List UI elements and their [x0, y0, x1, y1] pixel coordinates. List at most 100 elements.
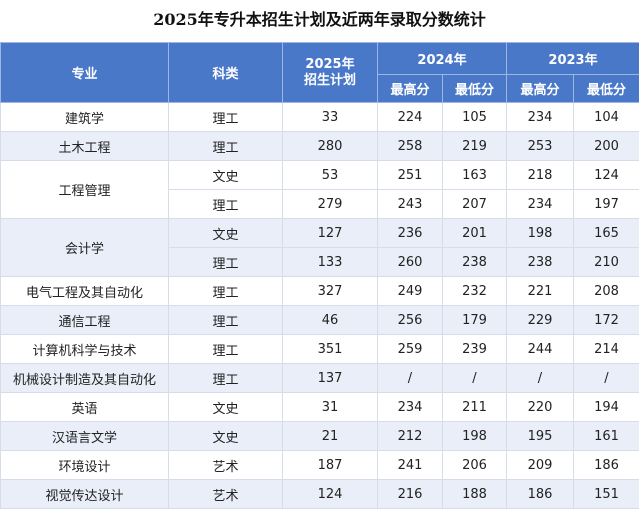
category-cell: 文史	[168, 160, 283, 190]
table-row: 会计学 文史 127 236 201 198 165	[0, 218, 639, 277]
header-major: 专业	[0, 42, 169, 103]
max-2023-cell: 238	[506, 247, 574, 277]
max-2024-cell: 216	[377, 479, 443, 509]
min-2023-cell: 172	[573, 305, 639, 335]
max-2024-cell: 241	[377, 450, 443, 480]
category-cell: 理工	[168, 131, 283, 161]
plan-cell: 137	[282, 363, 378, 393]
min-2023-cell: 161	[573, 421, 639, 451]
max-2023-cell: 229	[506, 305, 574, 335]
major-cell: 计算机科学与技术	[0, 334, 169, 364]
min-2023-cell: 104	[573, 102, 639, 132]
major-cell: 环境设计	[0, 450, 169, 480]
min-2024-cell: 179	[442, 305, 507, 335]
min-2024-cell: 239	[442, 334, 507, 364]
header-category: 科类	[168, 42, 283, 103]
table-body: 建筑学 理工 33 224 105 234 104 土木工程 理工 280 25…	[0, 102, 639, 509]
plan-cell: 187	[282, 450, 378, 480]
table-row: 英语 文史 31 234 211 220 194	[0, 392, 639, 422]
min-2024-cell: 207	[442, 189, 507, 219]
min-2024-cell: 105	[442, 102, 507, 132]
table-row: 电气工程及其自动化 理工 327 249 232 221 208	[0, 276, 639, 306]
max-2024-cell: 258	[377, 131, 443, 161]
category-cell: 理工	[168, 102, 283, 132]
category-cell: 理工	[168, 189, 283, 219]
table-row: 土木工程 理工 280 258 219 253 200	[0, 131, 639, 161]
table-row: 通信工程 理工 46 256 179 229 172	[0, 305, 639, 335]
plan-cell: 351	[282, 334, 378, 364]
plan-cell: 21	[282, 421, 378, 451]
min-2023-cell: 210	[573, 247, 639, 277]
header-max-2023: 最高分	[506, 74, 574, 103]
major-cell: 会计学	[0, 218, 169, 277]
max-2024-cell: 234	[377, 392, 443, 422]
plan-cell: 280	[282, 131, 378, 161]
category-cell: 文史	[168, 218, 283, 248]
min-2024-cell: 201	[442, 218, 507, 248]
table-row: 理工 133 260 238 238 210	[1, 247, 639, 277]
table-row: 汉语言文学 文史 21 212 198 195 161	[0, 421, 639, 451]
table-row: 视觉传达设计 艺术 124 216 188 186 151	[0, 479, 639, 509]
min-2024-cell: 188	[442, 479, 507, 509]
min-2023-cell: 124	[573, 160, 639, 190]
header-year-2024: 2024年	[377, 42, 507, 75]
min-2023-cell: /	[573, 363, 639, 393]
header-min-2023: 最低分	[573, 74, 639, 103]
plan-cell: 133	[282, 247, 378, 277]
header-max-2024: 最高分	[377, 74, 443, 103]
max-2024-cell: 259	[377, 334, 443, 364]
max-2023-cell: 195	[506, 421, 574, 451]
plan-cell: 124	[282, 479, 378, 509]
table-row: 建筑学 理工 33 224 105 234 104	[0, 102, 639, 132]
major-cell: 通信工程	[0, 305, 169, 335]
max-2024-cell: 256	[377, 305, 443, 335]
min-2024-cell: 163	[442, 160, 507, 190]
plan-cell: 31	[282, 392, 378, 422]
max-2023-cell: 198	[506, 218, 574, 248]
max-2024-cell: 224	[377, 102, 443, 132]
max-2023-cell: /	[506, 363, 574, 393]
min-2023-cell: 208	[573, 276, 639, 306]
min-2024-cell: 219	[442, 131, 507, 161]
header-year-2023: 2023年	[506, 42, 639, 75]
max-2023-cell: 234	[506, 189, 574, 219]
category-cell: 艺术	[168, 450, 283, 480]
max-2024-cell: 260	[377, 247, 443, 277]
plan-cell: 53	[282, 160, 378, 190]
min-2024-cell: 206	[442, 450, 507, 480]
major-cell: 土木工程	[0, 131, 169, 161]
major-cell: 电气工程及其自动化	[0, 276, 169, 306]
min-2024-cell: /	[442, 363, 507, 393]
min-2024-cell: 232	[442, 276, 507, 306]
max-2024-cell: 249	[377, 276, 443, 306]
category-cell: 理工	[168, 363, 283, 393]
plan-cell: 33	[282, 102, 378, 132]
major-cell: 机械设计制造及其自动化	[0, 363, 169, 393]
min-2024-cell: 211	[442, 392, 507, 422]
max-2024-cell: 236	[377, 218, 443, 248]
min-2023-cell: 186	[573, 450, 639, 480]
admission-table: 专业 科类 2025年 招生计划 2024年 2023年 最高分 最低分 最高分…	[0, 42, 639, 509]
category-cell: 理工	[168, 334, 283, 364]
min-2023-cell: 151	[573, 479, 639, 509]
category-cell: 理工	[168, 305, 283, 335]
major-cell: 汉语言文学	[0, 421, 169, 451]
category-cell: 理工	[168, 247, 283, 277]
table-row: 计算机科学与技术 理工 351 259 239 244 214	[0, 334, 639, 364]
category-cell: 艺术	[168, 479, 283, 509]
major-cell: 工程管理	[0, 160, 169, 219]
major-cell: 英语	[0, 392, 169, 422]
table-row: 工程管理 文史 53 251 163 218 124	[0, 160, 639, 219]
min-2023-cell: 194	[573, 392, 639, 422]
table-row: 理工 279 243 207 234 197	[1, 189, 639, 219]
table-row: 环境设计 艺术 187 241 206 209 186	[0, 450, 639, 480]
max-2023-cell: 220	[506, 392, 574, 422]
min-2023-cell: 200	[573, 131, 639, 161]
page-title: 2025年专升本招生计划及近两年录取分数统计	[153, 10, 486, 29]
min-2024-cell: 198	[442, 421, 507, 451]
max-2023-cell: 234	[506, 102, 574, 132]
max-2024-cell: 243	[377, 189, 443, 219]
max-2023-cell: 253	[506, 131, 574, 161]
max-2024-cell: /	[377, 363, 443, 393]
category-cell: 文史	[168, 392, 283, 422]
